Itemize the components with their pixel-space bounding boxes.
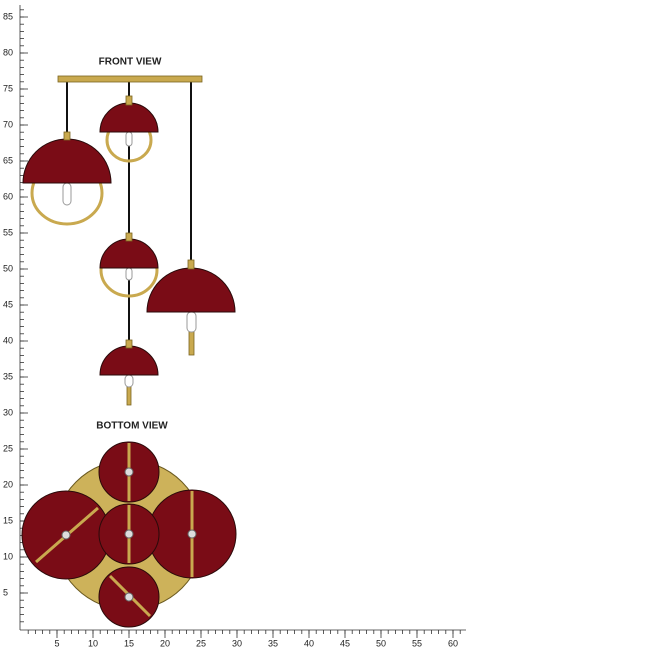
y-tick-label: 65	[3, 155, 13, 165]
y-tick-label: 35	[3, 371, 13, 381]
bottom-view-label: BOTTOM VIEW	[96, 421, 168, 432]
bottom-view	[21, 441, 237, 628]
y-tick-label: 85	[3, 11, 13, 21]
y-tick-label: 55	[3, 227, 13, 237]
y-tick-label: 50	[3, 263, 13, 273]
y-tick-label: 80	[3, 47, 13, 57]
y-tick-label: 25	[3, 443, 13, 453]
x-tick-label: 15	[124, 638, 134, 648]
y-tick-label: 10	[3, 551, 13, 561]
x-tick-label: 20	[160, 638, 170, 648]
y-tick-label: 60	[3, 191, 13, 201]
ruler: 5 10 15 20 25 30 35 40 45 50 55 60 65 70 75 80 85 5 10 15 20…	[3, 5, 466, 648]
x-tick-label: 45	[340, 638, 350, 648]
front-view-label: FRONT VIEW	[99, 57, 162, 68]
front-view	[22, 75, 236, 406]
y-tick-label: 40	[3, 335, 13, 345]
y-tick-label: 20	[3, 479, 13, 489]
y-tick-label: 70	[3, 119, 13, 129]
x-tick-label: 40	[304, 638, 314, 648]
y-tick-label: 5	[3, 587, 8, 597]
y-tick-label: 45	[3, 299, 13, 309]
y-tick-label: 15	[3, 515, 13, 525]
x-tick-label: 50	[376, 638, 386, 648]
x-tick-label: 30	[232, 638, 242, 648]
y-tick-label: 30	[3, 407, 13, 417]
x-tick-label: 5	[54, 638, 59, 648]
x-tick-label: 10	[88, 638, 98, 648]
x-tick-label: 25	[196, 638, 206, 648]
x-tick-label: 35	[268, 638, 278, 648]
x-tick-label: 60	[448, 638, 458, 648]
x-tick-label: 55	[412, 638, 422, 648]
y-tick-label: 75	[3, 83, 13, 93]
